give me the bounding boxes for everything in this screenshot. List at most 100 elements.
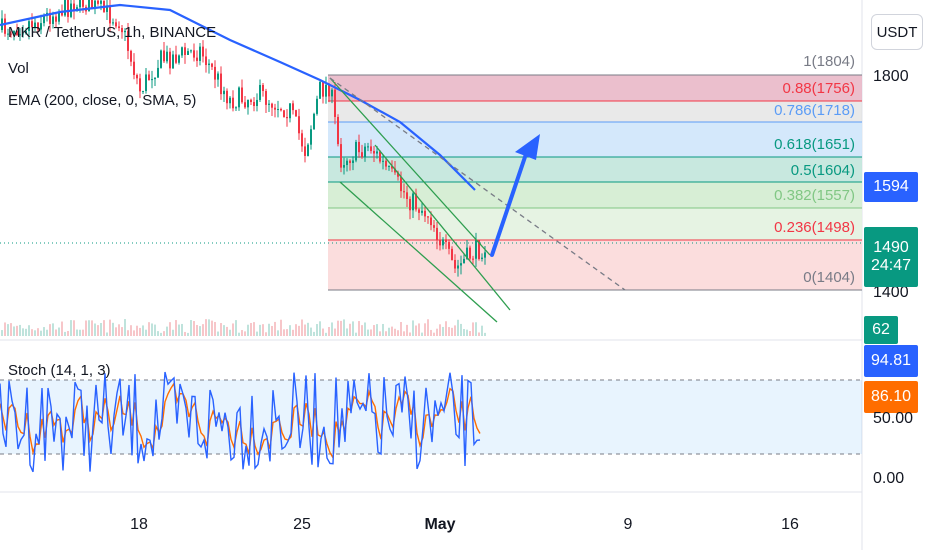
volume-bar [481, 325, 483, 336]
volume-bar [292, 329, 294, 336]
volume-bar [100, 323, 102, 336]
candle-body [244, 102, 246, 108]
volume-bar [79, 329, 81, 336]
ema-legend[interactable]: EMA (200, close, 0, SMA, 5) [8, 92, 197, 109]
volume-bar [475, 322, 477, 336]
fib-label-1: 1(1804) [803, 53, 855, 70]
volume-bar [364, 322, 366, 336]
fib-label-0786: 0.786(1718) [774, 102, 855, 119]
volume-bar [469, 331, 471, 336]
volume-bar [55, 329, 57, 336]
candle-body [169, 51, 171, 69]
currency-button[interactable]: USDT [871, 14, 923, 50]
candle-body [157, 67, 159, 78]
trend-dashed-line[interactable] [329, 77, 626, 291]
stoch-k-line[interactable] [0, 371, 481, 473]
candle-body [37, 22, 39, 30]
volume-bar [388, 327, 390, 336]
projection-arrow[interactable] [490, 134, 540, 257]
volume-bar [94, 323, 96, 336]
candle-body [331, 89, 333, 97]
symbol-title[interactable]: MKR / TetherUS, 1h, BINANCE [8, 24, 217, 41]
candle-body [232, 97, 234, 109]
fib-zone-1-088 [328, 75, 862, 101]
candle-body [304, 146, 306, 156]
volume-bar [10, 323, 12, 336]
candle-body [259, 84, 261, 100]
volume-bar [331, 322, 333, 336]
candle-body [199, 46, 201, 61]
volume-bar [355, 332, 357, 336]
volume-bar [58, 327, 60, 336]
candle-body [145, 74, 147, 92]
candle-body [391, 165, 393, 169]
stoch-legend[interactable]: Stoch (14, 1, 3) [8, 362, 111, 379]
volume-bar [277, 330, 279, 336]
fib-zone-0786-0618 [328, 122, 862, 157]
candle-body [175, 54, 177, 63]
volume-bar [373, 325, 375, 336]
volume-bar [187, 332, 189, 336]
channel-lower-line[interactable] [339, 181, 498, 323]
volume-bar [202, 324, 204, 336]
candle-body [178, 55, 180, 63]
volume-bar [190, 320, 192, 336]
candle-body [79, 0, 81, 8]
volume-bar [184, 331, 186, 336]
candle-body [274, 107, 276, 110]
fib-zone-0236-0 [328, 240, 862, 290]
time-label-16: 16 [781, 516, 799, 533]
volume-bar [415, 325, 417, 336]
candle-body [265, 91, 267, 105]
candle-body [91, 0, 93, 10]
candle-body [382, 160, 384, 162]
fib-retracement[interactable]: 1(1804) 0.88(1756) 0.786(1718) 0.618(165… [328, 53, 862, 291]
volume-bar [163, 331, 165, 336]
candle-body [355, 141, 357, 161]
candle-body [271, 103, 273, 108]
candle-body [220, 73, 222, 95]
volume-bar [22, 328, 24, 336]
volume-bar [85, 320, 87, 336]
candle-body [277, 108, 279, 110]
volume-bar [376, 324, 378, 336]
volume-bar [73, 320, 75, 336]
channel-upper-line[interactable] [329, 77, 491, 256]
volume-bar [64, 331, 66, 336]
candle-body [448, 242, 450, 249]
candle-body [97, 0, 99, 4]
volume-bar [232, 323, 234, 336]
candle-body [133, 61, 135, 75]
channel-outer-line[interactable] [374, 144, 511, 311]
candle-body [337, 116, 339, 145]
candle-body [400, 176, 402, 192]
candle-body [73, 3, 75, 12]
volume-bar [229, 329, 231, 336]
volume-bar [124, 319, 126, 336]
volume-bar [7, 324, 9, 336]
volume-bar [52, 323, 54, 336]
candle-body [121, 28, 123, 33]
fib-label-0236: 0.236(1498) [774, 219, 855, 236]
candle-body [307, 144, 309, 156]
volume-bar [220, 323, 222, 336]
volume-bar [25, 328, 27, 336]
candle-body [187, 51, 189, 55]
ema-200-line[interactable] [0, 3, 476, 191]
candle-body [31, 21, 33, 28]
volume-legend[interactable]: Vol [8, 60, 29, 77]
volume-bar [247, 324, 249, 336]
volume-bar [115, 327, 117, 336]
stoch-d-tag: 86.10 [864, 381, 918, 413]
volume-bar [241, 330, 243, 336]
candlestick-series[interactable] [1, 0, 486, 277]
candle-body [364, 146, 366, 158]
candle-body [190, 50, 192, 52]
candle-body [211, 63, 213, 67]
volume-bar [316, 324, 318, 336]
candle-body [412, 193, 414, 211]
volume-bar [67, 330, 69, 336]
volume-bar [430, 329, 432, 336]
candle-body [256, 99, 258, 107]
